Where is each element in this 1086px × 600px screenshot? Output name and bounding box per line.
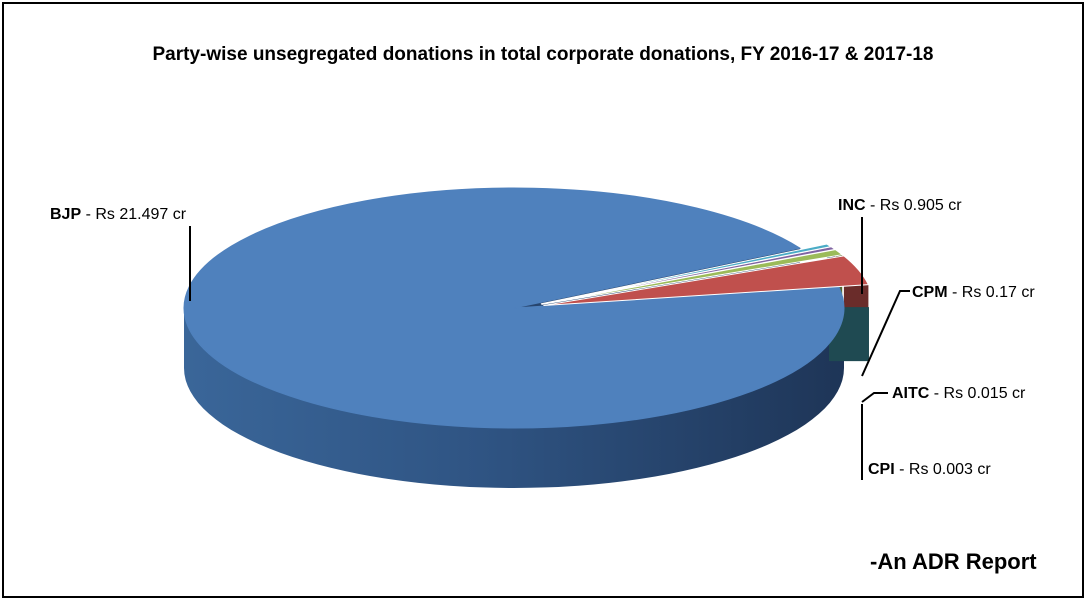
- slice-label-inc: INC - Rs 0.905 cr: [838, 197, 962, 214]
- slice-label-value: - Rs 0.17 cr: [948, 284, 1036, 301]
- leader-aitc: [861, 392, 888, 403]
- slice-label-cpm: CPM - Rs 0.17 cr: [912, 284, 1035, 301]
- pie-top-layer: [183, 187, 870, 429]
- slice-labels: BJP - Rs 21.497 cr INC - Rs 0.905 cr CPM -…: [50, 197, 1035, 478]
- slice-side-bjp: [184, 308, 844, 488]
- slice-inc: [543, 255, 870, 307]
- chart-title: Party-wise unsegregated donations in tot…: [152, 44, 934, 65]
- slice-label-value: - Rs 0.905 cr: [866, 197, 963, 214]
- slice-label-party: AITC: [892, 385, 930, 402]
- slice-label-party: BJP: [50, 206, 81, 223]
- slice-label-cpi: CPI - Rs 0.003 cr: [868, 461, 991, 478]
- source-note: -An ADR Report: [870, 549, 1037, 574]
- slice-cpi: [540, 243, 833, 305]
- slice-label-value: - Rs 21.497 cr: [81, 206, 187, 223]
- slice-label-value: - Rs 0.015 cr: [929, 385, 1026, 402]
- pie-chart: BJP - Rs 21.497 cr INC - Rs 0.905 cr CPM -…: [50, 187, 1035, 488]
- leader-cpm: [861, 290, 910, 377]
- slice-label-value: - Rs 0.003 cr: [895, 461, 992, 478]
- slice-label-bjp: BJP - Rs 21.497 cr: [50, 206, 187, 223]
- slice-label-party: CPI: [868, 461, 895, 478]
- slice-bjp: [183, 187, 845, 429]
- leader-lines: [189, 217, 910, 480]
- slice-label-party: CPM: [912, 284, 948, 301]
- slice-label-aitc: AITC - Rs 0.015 cr: [892, 385, 1026, 402]
- slice-label-party: INC: [838, 197, 866, 214]
